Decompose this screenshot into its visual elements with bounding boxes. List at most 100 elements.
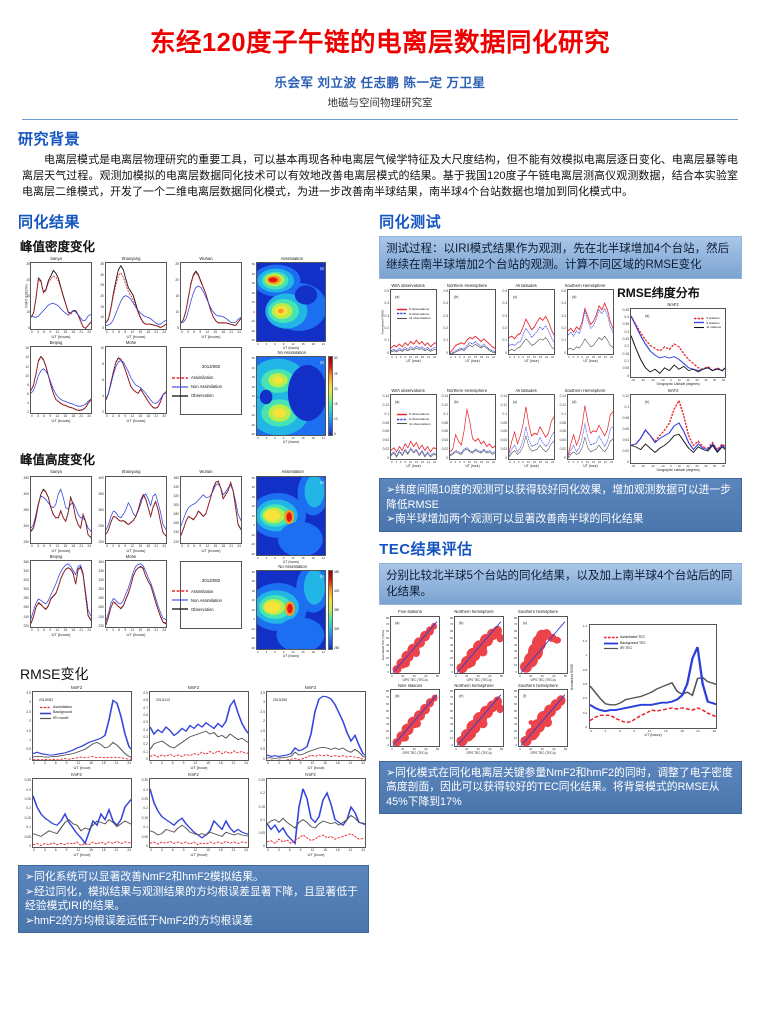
chart-tec-rmse: Normalized RMSE 1.4 1.2 1 0.8 0.6 0.4 0.2 0 <box>570 624 723 754</box>
legend-item-observation: Observation <box>172 393 250 398</box>
legend-label: Assimilated TEC <box>620 635 646 640</box>
chart-title: Beijing <box>49 554 63 559</box>
panel-id: (f) <box>523 693 527 698</box>
series-5-observations <box>450 335 496 353</box>
conclusion-line: ➢同化模式在同化电离层关键参量NmF2和hmF2的同时，调整了电子密度高度剖面，… <box>386 766 733 808</box>
panel-id: (a) <box>645 313 650 318</box>
legend-label: 9 stations <box>706 320 720 325</box>
series-assimilation <box>106 493 166 536</box>
series-background <box>267 695 365 757</box>
y-axis-ticks: 0.25 0.2 0.15 0.1 0.05 0 <box>258 778 265 849</box>
y-axis-ticks: 50 40 30 20 10 0 -10 -20 -30 <box>250 262 255 343</box>
chart-title: Southern Hemisphere <box>564 388 606 393</box>
x-axis-ticks: 0 3 6 9 12 15 18 21 24 <box>568 459 614 464</box>
subheading-rmse-latitude: RMSE纬度分布 <box>617 285 700 300</box>
panel-id: (d) <box>572 399 577 404</box>
legend-label: 5 observations <box>409 306 430 311</box>
chart-title: Sanya <box>50 470 62 475</box>
x-axis-ticks: 0 3 6 9 12 15 18 21 24 <box>568 354 614 359</box>
x-axis-label: UT (hours) <box>201 334 221 340</box>
legend-label: Non Assimilation <box>191 597 222 603</box>
panel-id: (b) <box>454 399 459 404</box>
legend-date: 2013/082 <box>201 577 221 583</box>
x-axis-ticks: 0 3 6 9 12 15 18 21 24 <box>150 760 248 765</box>
chart-title: With observations <box>391 388 425 393</box>
chart-latitude-nmf2: NmF2 0.45 0.4 0.35 0.3 0.25 0.2 0.15 0.1 0.05 0 <box>617 303 729 386</box>
y-axis-ticks: 80 70 60 50 40 30 20 10 0 <box>513 688 518 747</box>
series-non-assimilation <box>106 295 166 327</box>
contour-nmf2-assimilation: Assimilation 50 40 30 20 10 0 -10 -20 -30 <box>246 257 338 350</box>
x-axis-ticks: 0 3 6 9 12 15 18 21 24 <box>31 627 91 632</box>
legend-item-assimilation: Assimilation <box>172 375 250 380</box>
x-axis-ticks: 0 3 6 9 12 15 18 21 24 <box>150 848 248 853</box>
contour-hmf2-assimilation: Assimilation 50 40 30 20 10 0 -10 -20 -30 <box>246 470 339 564</box>
y-axis-ticks: 0.14 0.12 0.1 0.08 0.06 0.04 0.02 0 <box>441 393 449 460</box>
y-axis-ticks: 0.9 0.8 0.7 0.6 0.5 0.4 0.3 0.2 0.1 0 <box>143 690 148 761</box>
x-axis-label: UT (hour) <box>524 358 539 363</box>
x-axis-label: UT (hour) <box>406 463 421 468</box>
x-axis-label: UT (hours) <box>126 334 146 340</box>
series-iri-model <box>150 824 248 838</box>
scatter-nine-stations: Nine stations 80 70 60 50 40 30 20 10 0 <box>379 684 441 755</box>
scatter-northern-hemisphere-2: Northern hemisphere 80 70 60 50 40 30 20 10 0 <box>443 684 505 755</box>
contour-nmf2-no-assimilation: No Assimilation 50 40 30 20 10 0 -10 -20 -30 <box>246 351 338 444</box>
chart-rmse-hmf2-3: hmF2 0.25 0.2 0.15 0.1 0.05 0 <box>254 773 367 857</box>
legend-label: Background <box>53 710 73 715</box>
chart-title: Beijing <box>49 341 63 346</box>
legend-label: 9 observations <box>409 311 430 316</box>
chart-title: Northern hemisphere <box>454 683 494 688</box>
y-axis-ticks: 80 70 60 50 40 30 20 10 0 <box>449 615 454 674</box>
series-background <box>150 698 248 737</box>
x-axis-label: GPS TEC (TECu) <box>530 750 556 755</box>
series-5-observations <box>568 405 614 456</box>
series-11-observations <box>450 448 496 457</box>
series-assimilation <box>181 271 241 327</box>
chart-title: All latitudes <box>515 388 537 393</box>
x-axis-ticks: 0 3 6 9 12 15 18 21 24 <box>31 543 91 548</box>
legend-label: Assimilation <box>53 704 73 709</box>
chart-title: Southern hemisphere <box>518 610 559 615</box>
panel-id: (a) <box>320 480 325 484</box>
legend-latitude: 5 stations 9 stations 11 stations <box>692 314 724 332</box>
contour-group-nmf2: Assimilation 50 40 30 20 10 0 -10 -20 -30 <box>246 257 338 444</box>
chart-nmf2-mohe: Mohe 10 8 6 4 2 <box>95 341 167 423</box>
x-axis-label: UT (hours) <box>51 547 71 553</box>
conclusion-line: ➢经过同化，模拟结果与观测结果的方均根误差显著下降，且显著低于经验模式IRI的结… <box>25 885 358 913</box>
section-heading-assimilation-results: 同化结果 <box>18 213 81 231</box>
series-background-tec <box>590 647 717 713</box>
chart-title: hmF2 <box>71 772 82 777</box>
y-axis-ticks: 0.45 0.4 0.35 0.3 0.25 0.2 0.15 0.1 0.05 0 <box>622 307 630 378</box>
series-assimilation <box>31 356 91 412</box>
x-axis-label: UT (hour) <box>307 852 325 858</box>
series-non-assimilation <box>181 285 241 324</box>
y-axis-ticks: 0.5 0.4 0.3 0.2 0.1 0 <box>502 288 508 355</box>
chart-title: Northern hemisphere <box>454 610 494 615</box>
series-background <box>33 699 131 756</box>
x-axis-label: UT (hour) <box>465 358 480 363</box>
section-heading-tec: TEC结果评估 <box>379 540 473 558</box>
series-assimilation <box>31 488 91 538</box>
chart-title: Nine stations <box>397 683 423 688</box>
y-axis-ticks: 3.5 3 2.5 2 1.5 1 0.5 0 <box>26 690 31 761</box>
x-axis-label: UT (hour) <box>73 764 91 770</box>
y-axis-ticks: 50 40 30 20 10 0 -10 -20 -30 <box>250 569 255 650</box>
conclusion-line: ➢同化系统可以显著改善NmF2和hmF2模拟结果。 <box>25 871 264 884</box>
chart-title: NmF2 <box>667 302 679 307</box>
x-axis-label: UT (hours) <box>51 334 71 340</box>
conclusion-line: ➢hmF2的方均根误差远低于NmF2的方均根误差 <box>25 914 253 927</box>
series-assimilation <box>150 750 248 758</box>
x-axis-label: UT (hour) <box>190 764 208 770</box>
x-axis-label: UT (hours) <box>282 440 300 445</box>
series-non-assimilation <box>31 487 91 532</box>
x-axis-label: UT (hour) <box>583 463 598 468</box>
y-axis-ticks: 16 14 12 10 8 6 4 2 <box>25 346 29 415</box>
series-5-stations <box>631 398 726 451</box>
chart-test-all-latitudes-nmf2: All latitudes 0.5 0.4 0.3 0.2 0.1 0 <box>497 284 556 386</box>
series-5-observations <box>568 301 614 333</box>
contour-group-hmf2: Assimilation 50 40 30 20 10 0 -10 -20 -30 <box>246 470 340 657</box>
x-axis-label: UT (hour) <box>190 852 208 858</box>
series-assimilation <box>33 755 131 760</box>
x-axis-ticks: 0 3 6 9 12 15 18 21 24 <box>106 414 166 419</box>
chart-test-northern-hmf2: Northern Hemisphere 0.14 0.12 0.1 0.08 0.06 0… <box>438 389 497 472</box>
series-iri-model <box>33 741 131 758</box>
